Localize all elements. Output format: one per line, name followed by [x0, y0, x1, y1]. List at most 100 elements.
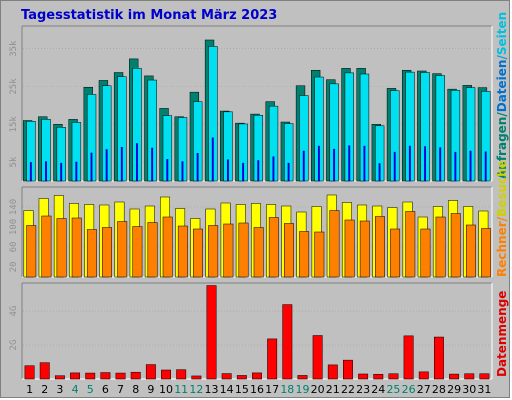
side-legend-part: / [495, 216, 509, 221]
bar-rechner [435, 216, 446, 278]
bar-seiten [378, 163, 381, 181]
x-tick-label: 28 [432, 383, 446, 396]
bar-datenmenge [100, 372, 111, 380]
bar-datenmenge [145, 364, 156, 380]
y-tick-label: 2G [9, 340, 19, 351]
bar-datenmenge [358, 373, 369, 380]
bar-datenmenge [191, 375, 202, 380]
x-tick-label: 18 [280, 383, 294, 396]
x-tick-label: 2 [41, 383, 48, 396]
x-tick-label: 25 [386, 383, 400, 396]
bar-seiten [439, 147, 442, 181]
bar-datenmenge [267, 338, 278, 380]
bar-rechner [238, 222, 249, 278]
bar-datenmenge [39, 362, 50, 380]
bar-rechner [147, 222, 158, 278]
bar-rechner [390, 228, 401, 278]
bar-datenmenge [433, 336, 444, 380]
x-tick-label: 8 [132, 383, 139, 396]
x-tick-label: 21 [326, 383, 340, 396]
bar-rechner [177, 225, 188, 278]
bar-datenmenge [312, 335, 323, 380]
y-tick-label: 60 [9, 242, 19, 253]
bar-rechner [314, 231, 325, 278]
bar-rechner [450, 213, 461, 278]
x-tick-label: 23 [356, 383, 370, 396]
bar-rechner [208, 225, 219, 278]
x-tick-label: 20 [311, 383, 325, 396]
y-tick-label: 5k [9, 156, 19, 167]
bar-seiten [226, 159, 229, 181]
bar-rechner [344, 219, 355, 278]
bar-seiten [151, 147, 154, 181]
bar-datenmenge [479, 373, 490, 380]
bar-seiten [75, 161, 78, 181]
bar-seiten [60, 162, 63, 181]
bar-datenmenge [282, 304, 293, 380]
bar-rechner [359, 220, 370, 278]
bar-rechner [117, 221, 128, 278]
bar-rechner [71, 217, 82, 278]
bar-rechner [405, 211, 416, 278]
bar-seiten [469, 150, 472, 181]
bar-seiten [408, 145, 411, 181]
bar-seiten [348, 145, 351, 181]
bar-datenmenge [327, 364, 338, 380]
y-tick-label: 140 [9, 199, 19, 215]
bar-seiten [302, 150, 305, 181]
bar-datenmenge [464, 373, 475, 380]
bar-seiten [272, 156, 275, 181]
bar-datenmenge [418, 371, 429, 380]
bar-rechner [162, 216, 173, 278]
y-tick-label: 25k [9, 78, 19, 95]
bar-rechner [56, 218, 67, 278]
bar-seiten [257, 160, 260, 181]
bar-seiten [454, 151, 457, 181]
side-legend-part: / [495, 55, 509, 60]
bar-seiten [242, 162, 245, 181]
bar-rechner [268, 217, 279, 278]
side-legend-part: Dateien [495, 60, 509, 113]
x-tick-label: 11 [174, 383, 188, 396]
bar-rechner [465, 224, 476, 278]
bar-rechner [223, 223, 234, 278]
bar-datenmenge [297, 375, 308, 380]
bar-seiten [317, 145, 320, 181]
panel-background [22, 283, 492, 379]
y-tick-label: 15k [9, 116, 19, 133]
x-tick-label: 3 [56, 383, 63, 396]
x-tick-label: 9 [147, 383, 154, 396]
x-tick-label: 7 [117, 383, 124, 396]
bar-datenmenge [54, 375, 65, 380]
bar-seiten [136, 143, 138, 181]
bar-seiten [29, 162, 32, 181]
bar-datenmenge [236, 375, 247, 380]
x-tick-label: 12 [189, 383, 203, 396]
x-tick-label: 1 [26, 383, 33, 396]
bar-rechner [193, 228, 203, 278]
x-tick-label: 17 [265, 383, 279, 396]
side-legend-label: Datenmenge [495, 291, 509, 377]
x-tick-label: 14 [220, 383, 234, 396]
x-tick-label: 27 [417, 383, 431, 396]
side-legend-part: / [495, 112, 509, 117]
side-legend-label: Rechner/Besuche [495, 160, 509, 277]
bar-rechner [26, 225, 37, 278]
bar-seiten [484, 151, 487, 181]
x-tick-label: 29 [447, 383, 461, 396]
bar-datenmenge [221, 373, 232, 380]
x-tick-label: 31 [477, 383, 491, 396]
side-legend-part: Rechner [495, 221, 509, 277]
bar-seiten [166, 159, 169, 181]
bar-rechner [299, 231, 310, 278]
bar-seiten [424, 146, 427, 181]
bar-datenmenge [70, 372, 81, 380]
bar-rechner [86, 229, 97, 278]
bar-datenmenge [388, 373, 399, 380]
y-tick-label: 35k [9, 40, 19, 57]
bar-datenmenge [449, 373, 460, 380]
bar-rechner [102, 227, 113, 278]
bar-rechner [481, 228, 492, 278]
